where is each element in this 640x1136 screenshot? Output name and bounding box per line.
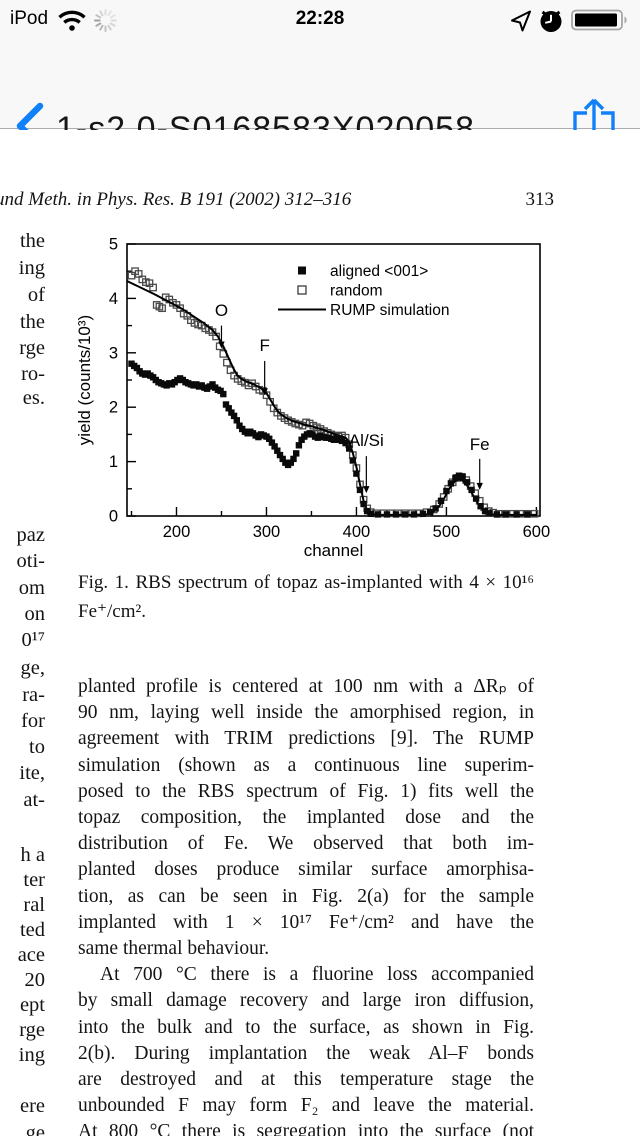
annotation-arrow-head: [261, 388, 268, 396]
wifi-icon: [58, 10, 86, 31]
text-line: topaz composition, the implanted dose an…: [78, 807, 534, 829]
x-tick-label: 300: [253, 523, 281, 541]
left-column-fragment: the: [19, 230, 45, 252]
left-column-fragment: ge,: [20, 657, 45, 679]
text-line: into the bulk and to the surface, as sho…: [78, 1016, 534, 1038]
y-tick-label: 1: [109, 453, 118, 471]
nav-bar: 1-s2.0-S0168583X020058...: [0, 40, 640, 152]
left-column-fragment: ace: [17, 944, 45, 966]
pdf-content[interactable]: [0, 130, 640, 1136]
legend-marker-open-square: [297, 285, 307, 295]
text-line: 90 nm, laying well inside the amorphised…: [78, 702, 534, 724]
left-column-fragment: es.: [22, 387, 45, 409]
text-line: At 700 °C there is a fluorine loss accom…: [100, 964, 534, 986]
left-column-fragment: on: [24, 603, 46, 625]
left-column-fragment: oti-: [16, 550, 45, 572]
left-column-fragment: h a: [20, 844, 45, 866]
left-column-fragment: ite,: [19, 762, 45, 784]
carrier-label: iPod: [10, 8, 49, 29]
text-line: posed to the RBS spectrum of Fig. 1) fit…: [78, 780, 534, 802]
y-tick-label: 2: [109, 399, 118, 417]
location-arrow-icon: [511, 10, 531, 32]
left-column-fragment: 20: [24, 969, 46, 991]
left-column-fragment: ere: [19, 1095, 45, 1117]
legend-label: aligned <001>: [330, 263, 428, 280]
text-line: same thermal behaviour.: [78, 938, 270, 960]
element-annotation-label: O: [215, 301, 228, 320]
text-line: At 800 °C there is segregation into the …: [78, 1121, 534, 1136]
left-column-fragment: ing: [18, 257, 45, 279]
text-line: simulation (shown as a continuous line s…: [78, 754, 534, 776]
x-tick-label: 200: [163, 523, 191, 541]
element-annotation-label: F: [259, 336, 269, 355]
left-column-fragment: at-: [23, 789, 45, 811]
left-column-fragment: ing: [18, 1044, 45, 1066]
left-column-fragment: ra-: [22, 684, 45, 706]
x-tick-label: 500: [433, 523, 461, 541]
text-line: by small damage recovery and large iron …: [78, 990, 534, 1012]
page-number: 313: [525, 189, 555, 210]
journal-header: und Meth. in Phys. Res. B 191 (2002) 312…: [0, 189, 352, 210]
text-line: planted profile is centered at 100 nm wi…: [78, 676, 534, 697]
x-tick-label: 600: [523, 523, 551, 541]
alarm-clock-icon: [540, 10, 562, 32]
left-column-fragment: ter: [23, 869, 45, 891]
left-column-fragment: the: [19, 311, 45, 333]
figure-caption: Fig. 1. RBS spectrum of topaz as-implant…: [78, 568, 534, 626]
y-tick-label: 3: [109, 344, 118, 362]
text-line: unbounded F may form F₂ and leave the ma…: [78, 1095, 534, 1117]
battery-icon: [571, 9, 627, 31]
annotation-arrow-head: [218, 341, 225, 349]
left-column-fragments: the ing of the rge ro-es. paz oti-om on 0¹⁷ ge, ra-…: [0, 0, 47, 1136]
text-line: 2(b). During implantation the weak Al–F …: [78, 1042, 534, 1064]
text-line: implanted with 1 × 10¹⁷ Fe⁺/cm² and have…: [78, 911, 534, 933]
legend-marker-filled-square: [298, 266, 306, 275]
legend-label: RUMP simulation: [330, 302, 449, 319]
left-column-fragment: to: [29, 736, 45, 758]
activity-spinner-icon: [94, 9, 117, 32]
left-column-fragment: ral: [23, 894, 45, 916]
text-line: agreement with TRIM predictions [9]. The…: [78, 728, 534, 750]
body-text: planted profile is centered at 100 nm wi…: [78, 674, 534, 1136]
status-time: 22:28: [295, 8, 345, 29]
text-line: planted doses produce similar surface am…: [78, 859, 534, 881]
rbs-spectrum-chart: 200 300 400 500 600 0 1 2 3 4 5 channel yield (count…: [75, 236, 551, 561]
y-tick-label: 5: [109, 236, 118, 254]
element-annotation-label: Al/Si: [349, 431, 384, 450]
left-column-fragment: rge: [19, 1019, 45, 1041]
text-line: tion, as can be seen in Fig. 2(a) for th…: [78, 885, 534, 907]
y-axis-label: yield (counts/10³): [75, 315, 94, 445]
left-column-fragment: ept: [19, 994, 45, 1016]
text-line: are destroyed and at this temperature st…: [78, 1069, 534, 1091]
left-column-fragment: for: [21, 710, 45, 732]
x-tick-label: 400: [343, 523, 371, 541]
left-column-fragment: rge: [19, 337, 45, 359]
left-column-fragment: ro-: [21, 363, 45, 385]
left-column-fragment: 0¹⁷: [21, 629, 45, 651]
x-axis-label: channel: [304, 541, 364, 560]
left-column-fragment: ted: [19, 919, 45, 941]
left-column-fragment: om: [18, 577, 45, 599]
status-bar: iPod 22:28: [0, 0, 640, 40]
y-tick-label: 4: [109, 290, 118, 308]
series-aligned-points: [128, 360, 531, 518]
text-line: distribution of Fe. We observed that bot…: [78, 833, 534, 855]
legend-label: random: [330, 283, 383, 300]
text-line: Fe⁺/cm².: [78, 601, 146, 622]
left-column-fragment: of: [27, 284, 45, 306]
annotation-arrow-head: [363, 486, 370, 494]
text-line: Fig. 1. RBS spectrum of topaz as-implant…: [78, 572, 534, 593]
annotation-arrow-head: [476, 482, 483, 490]
y-tick-label: 0: [109, 508, 118, 526]
left-column-fragment: ge: [25, 1122, 45, 1136]
element-annotation-label: Fe: [470, 435, 490, 454]
left-column-fragment: paz: [16, 524, 45, 546]
